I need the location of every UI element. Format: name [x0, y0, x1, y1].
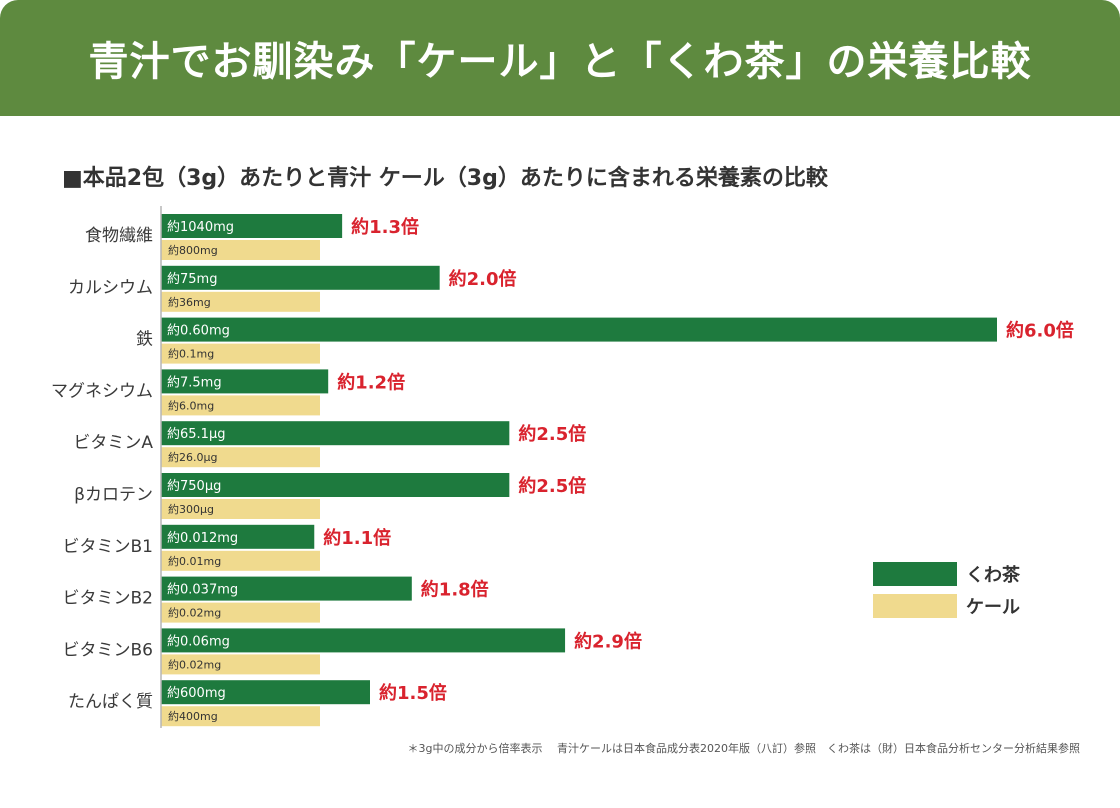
bar-kuwacha-value-label: 約7.5mg	[167, 375, 222, 390]
bar-kuwacha	[161, 369, 329, 394]
category-label: ビタミンB6	[63, 640, 153, 660]
header-banner: 青汁でお馴染み「ケール」と「くわ茶」の栄養比較	[0, 0, 1120, 116]
bar-kale	[161, 706, 320, 727]
bar-kuwacha-value-label: 約0.037mg	[167, 583, 238, 598]
legend-label-kuwacha: くわ茶	[966, 564, 1021, 586]
bar-kuwacha-value-label: 約65.1μg	[167, 427, 225, 442]
bar-kale-value-label: 約6.0mg	[168, 398, 214, 412]
bar-kuwacha-value-label: 約0.012mg	[167, 531, 238, 546]
bar-kuwacha	[161, 628, 566, 653]
ratio-label: 約2.0倍	[449, 268, 517, 290]
legend-swatch-kuwacha	[873, 562, 957, 586]
bar-kale	[161, 602, 320, 623]
bar-kale-value-label: 約36mg	[168, 295, 211, 309]
bar-kale	[161, 654, 320, 675]
ratio-label: 約6.0倍	[1006, 320, 1074, 342]
bar-kuwacha	[161, 576, 412, 601]
chart-title: ■本品2包（3g）あたりと青汁 ケール（3g）あたりに含まれる栄養素の比較	[62, 166, 828, 191]
page-title: 青汁でお馴染み「ケール」と「くわ茶」の栄養比較	[88, 39, 1032, 85]
legend-swatch-kale	[873, 594, 957, 618]
ratio-label: 約2.9倍	[574, 630, 642, 652]
bar-kale-value-label: 約0.1mg	[168, 347, 214, 361]
bar-kuwacha	[161, 214, 343, 238]
category-label: たんぱく質	[68, 692, 153, 712]
bar-kuwacha-value-label: 約600mg	[167, 686, 226, 701]
category-label: ビタミンB1	[63, 537, 153, 557]
category-label: カルシウム	[68, 278, 153, 298]
category-label: βカロテン	[74, 485, 153, 505]
bar-kuwacha	[161, 473, 510, 497]
ratio-label: 約1.1倍	[323, 527, 391, 549]
bar-kale-value-label: 約800mg	[168, 243, 218, 257]
legend-label-kale: ケール	[966, 597, 1020, 618]
bar-kale	[161, 499, 320, 519]
ratio-label: 約2.5倍	[518, 475, 586, 497]
bar-kale-value-label: 約300μg	[168, 502, 214, 516]
bar-kale	[161, 395, 320, 416]
bar-kuwacha-value-label: 約0.06mg	[167, 634, 230, 649]
bar-kale	[161, 291, 320, 312]
bar-kuwacha	[161, 265, 440, 290]
bar-kale-value-label: 約0.02mg	[168, 657, 221, 671]
ratio-label: 約1.5倍	[379, 682, 447, 704]
category-label: 食物繊維	[85, 226, 153, 246]
bar-kuwacha	[161, 421, 510, 446]
ratio-label: 約1.2倍	[337, 371, 405, 393]
category-label: マグネシウム	[51, 381, 153, 401]
bar-kuwacha	[161, 680, 370, 705]
category-label: 鉄	[136, 330, 153, 350]
bar-kale	[161, 343, 320, 364]
bar-kuwacha-value-label: 約750μg	[167, 479, 221, 494]
ratio-label: 約2.5倍	[518, 423, 586, 445]
bar-kuwacha-value-label: 約1040mg	[167, 220, 234, 235]
bar-kale-value-label: 約0.01mg	[168, 554, 221, 568]
bar-kuwacha-value-label: 約0.60mg	[167, 324, 230, 339]
category-label: ビタミンB2	[63, 589, 153, 609]
bar-kale-value-label: 約400mg	[168, 709, 218, 723]
bar-kale	[161, 550, 320, 571]
bar-kale	[161, 240, 320, 260]
category-label: ビタミンA	[73, 433, 153, 453]
bar-kale	[161, 447, 320, 468]
ratio-label: 約1.3倍	[351, 216, 419, 238]
bar-kuwacha	[161, 317, 997, 342]
ratio-label: 約1.8倍	[421, 579, 489, 601]
bar-kuwacha	[161, 524, 315, 549]
footnote: ＊3g中の成分から倍率表示 青汁ケールは日本食品成分表2020年版（八訂）参照 …	[407, 742, 1080, 755]
bar-kuwacha-value-label: 約75mg	[167, 272, 217, 287]
bar-kale-value-label: 約26.0μg	[168, 450, 217, 464]
bar-kale-value-label: 約0.02mg	[168, 606, 221, 620]
